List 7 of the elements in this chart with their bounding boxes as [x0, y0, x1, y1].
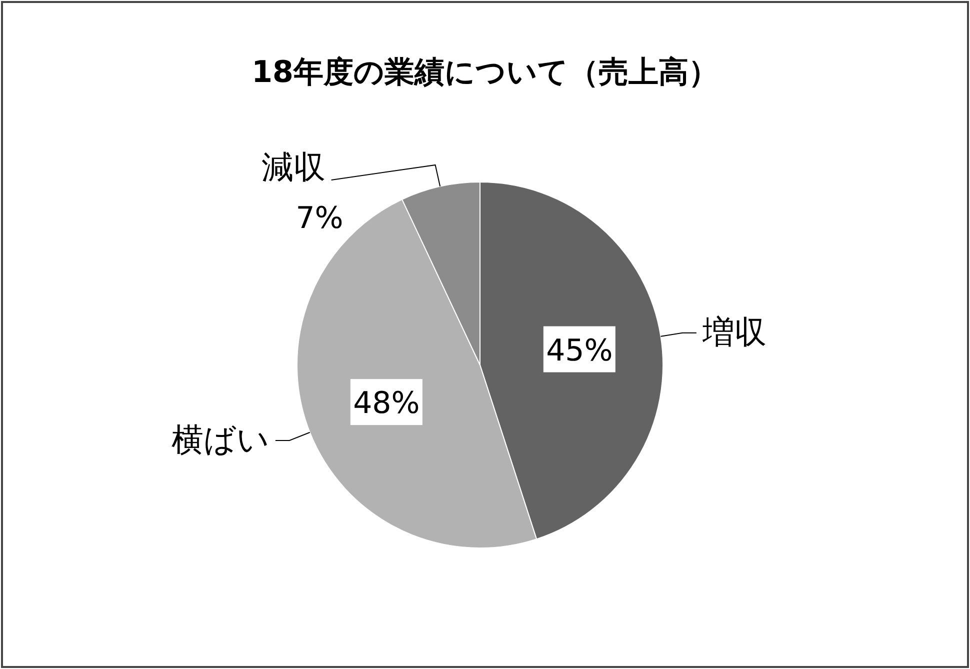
- data-label: 45%: [546, 333, 613, 368]
- data-label: 48%: [353, 386, 420, 422]
- slice-label: 横ばい: [171, 420, 270, 458]
- slice-label: 増収: [701, 312, 766, 351]
- chart-title: 18年度の業績について（売上高）: [252, 55, 718, 90]
- slice-label: 減収: [261, 148, 326, 186]
- data-label: 7%: [296, 200, 344, 236]
